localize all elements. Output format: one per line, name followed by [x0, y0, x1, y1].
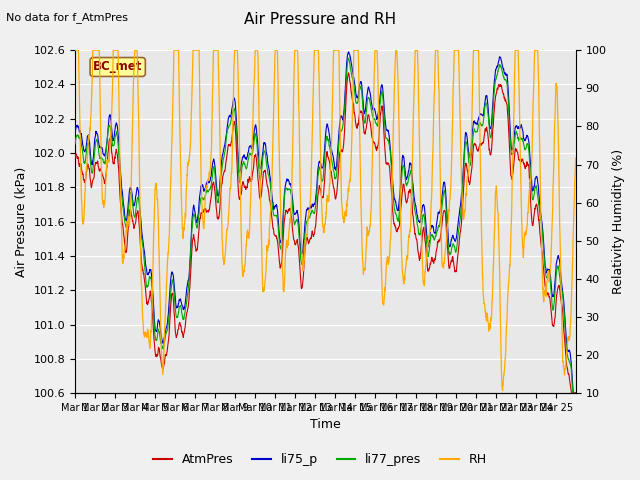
- Legend: AtmPres, li75_p, li77_pres, RH: AtmPres, li75_p, li77_pres, RH: [148, 448, 492, 471]
- Y-axis label: Air Pressure (kPa): Air Pressure (kPa): [15, 167, 28, 277]
- Text: BC_met: BC_met: [93, 60, 142, 73]
- Y-axis label: Relativity Humidity (%): Relativity Humidity (%): [612, 149, 625, 294]
- Text: Air Pressure and RH: Air Pressure and RH: [244, 12, 396, 27]
- Text: No data for f_AtmPres: No data for f_AtmPres: [6, 12, 129, 23]
- X-axis label: Time: Time: [310, 419, 341, 432]
